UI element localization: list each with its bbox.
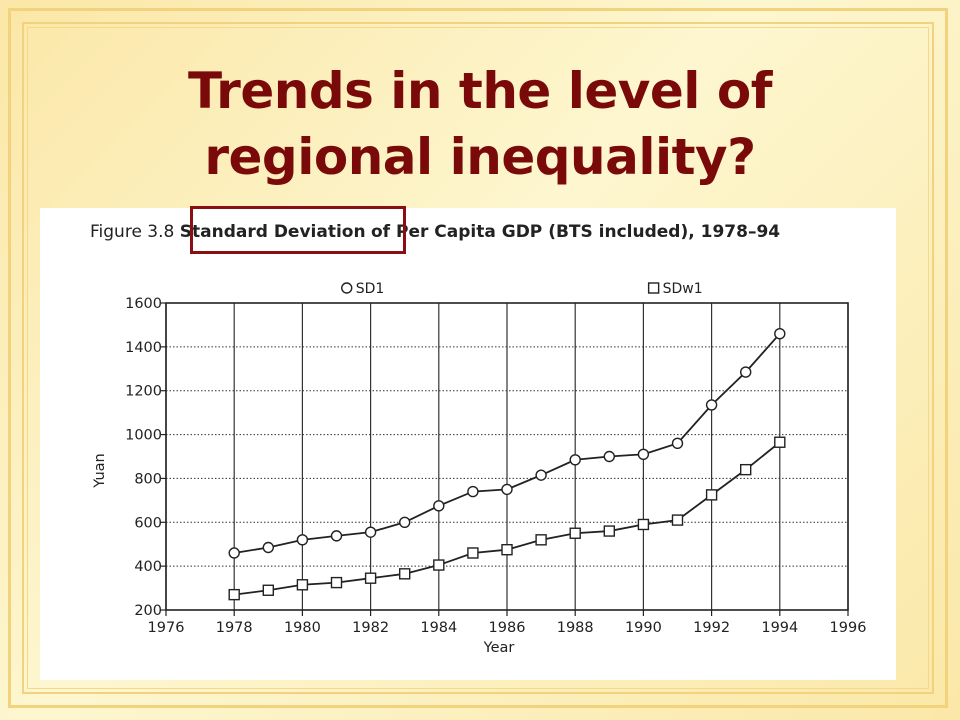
y-tick-label: 200 (134, 603, 162, 619)
figure-caption-rest: of Per Capita GDP (BTS included), 1978–9… (371, 222, 781, 242)
y-tick-label: 1000 (125, 428, 162, 444)
legend-label: SDw1 (663, 281, 703, 297)
x-axis-label: Year (483, 640, 515, 656)
x-tick-label: 1976 (148, 620, 185, 636)
data-point-sdw1 (569, 527, 581, 539)
slide-outer-border (8, 8, 948, 708)
data-point-sdw1 (262, 584, 275, 596)
data-point-sdw1 (740, 463, 752, 476)
data-point-sdw1 (364, 572, 377, 584)
x-tick-label: 1986 (489, 620, 526, 636)
data-point-sd1 (364, 526, 377, 538)
data-point-sd1 (399, 516, 411, 528)
data-point-sdw1 (774, 436, 786, 448)
y-tick-label: 800 (134, 471, 162, 487)
data-point-sdw1 (433, 559, 445, 571)
legend-label: SD1 (356, 281, 385, 297)
data-point-sdw1 (467, 547, 479, 559)
x-tick-label: 1982 (352, 620, 389, 636)
y-tick-label: 1400 (125, 340, 162, 356)
x-tick-label: 1994 (761, 620, 798, 636)
data-point-sd1 (296, 534, 309, 546)
figure-panel: Figure 3.8 Standard Deviation of Per Cap… (40, 206, 896, 680)
x-tick-label: 1984 (420, 620, 457, 636)
line-chart: 1976 1978 1980 1982 1984 1986 1988 1990 1992 1994… (92, 281, 867, 656)
data-point-sd1 (705, 399, 718, 411)
y-tick-label: 1600 (125, 296, 162, 312)
figure-number: Figure 3.8 (90, 222, 175, 242)
slide-title: Trends in the level of regional inequali… (60, 58, 900, 190)
data-point-sd1 (569, 454, 581, 466)
data-point-sdw1 (501, 543, 513, 556)
slide-inner-border (22, 22, 934, 694)
slide-title-line-1: Trends in the level of (188, 62, 772, 120)
data-point-sd1 (637, 448, 650, 461)
data-point-sd1 (603, 450, 615, 463)
data-point-sdw1 (296, 579, 309, 591)
data-point-sdw1 (603, 525, 615, 537)
data-point-sd1 (467, 485, 479, 498)
data-point-sd1 (671, 437, 684, 450)
legend-marker-circle (341, 282, 353, 294)
slide-inner-border-2 (27, 27, 929, 689)
x-tick-label: 1990 (625, 620, 662, 636)
data-point-sd1 (433, 500, 445, 512)
data-point-sd1 (501, 483, 513, 496)
data-point-sdw1 (399, 568, 411, 580)
data-point-sdw1 (671, 514, 684, 526)
data-point-sd1 (228, 547, 240, 559)
data-point-sd1 (262, 541, 275, 554)
data-point-sdw1 (535, 534, 547, 546)
data-point-sdw1 (705, 489, 718, 501)
x-tick-label: 1988 (557, 620, 594, 636)
highlight-box (190, 206, 406, 254)
x-tick-label: 1980 (284, 620, 321, 636)
data-point-sd1 (535, 469, 547, 481)
data-point-sdw1 (330, 576, 343, 589)
y-axis-label: Yuan (92, 453, 108, 488)
slide-title-line-2: regional inequality? (204, 128, 756, 186)
y-tick-label: 400 (134, 559, 162, 575)
x-tick-label: 1978 (216, 620, 253, 636)
data-point-sdw1 (228, 588, 240, 601)
y-tick-label: 600 (134, 515, 162, 531)
figure-caption-highlight: Standard Deviation (179, 222, 366, 242)
data-point-sdw1 (637, 518, 650, 531)
data-point-sd1 (330, 530, 343, 542)
figure-caption: Figure 3.8 Standard Deviation of Per Cap… (90, 222, 890, 242)
data-point-sd1 (774, 327, 786, 340)
x-tick-label: 1992 (693, 620, 730, 636)
x-tick-label: 1996 (830, 620, 867, 636)
y-tick-label: 1200 (125, 384, 162, 400)
legend-marker-square (647, 282, 660, 294)
data-point-sd1 (740, 366, 752, 378)
